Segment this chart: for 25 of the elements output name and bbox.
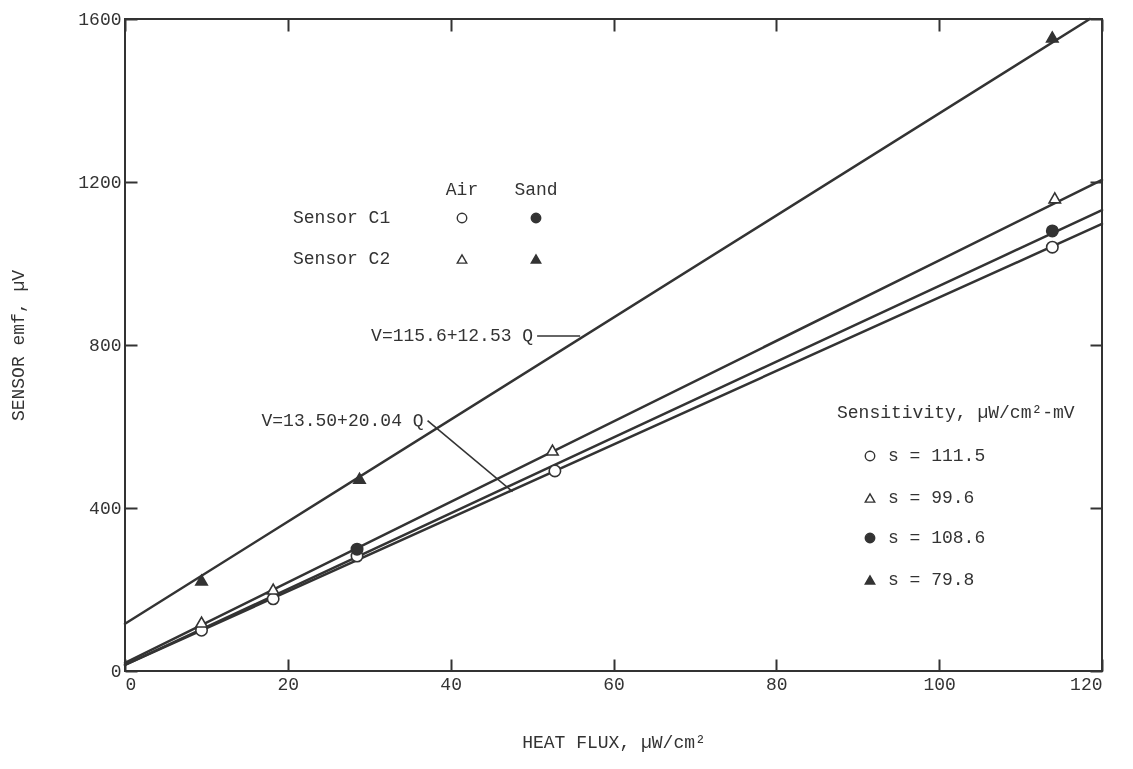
annotation: Sensor C1	[293, 208, 391, 228]
annotation: Sensitivity, µW/cm²-mV	[837, 403, 1075, 423]
annotation: s = 108.6	[888, 528, 986, 548]
x-tick-label: 40	[440, 674, 462, 695]
annotation: s = 111.5	[888, 446, 986, 466]
x-tick-label: 0	[125, 674, 137, 695]
annotation: s = 79.8	[888, 570, 975, 590]
annotation: Air	[445, 180, 479, 200]
x-tick-label: 120	[1070, 674, 1103, 695]
annotation: V=115.6+12.53 Q	[371, 326, 534, 347]
y-tick-label: 800	[89, 335, 122, 356]
x-tick-label: 60	[603, 674, 625, 695]
y-tick-label: 400	[89, 498, 122, 519]
y-tick-label: 0	[110, 661, 122, 682]
annotation: s = 99.6	[888, 488, 975, 508]
x-axis-title: HEAT FLUX, µW/cm²	[522, 732, 706, 753]
x-tick-label: 80	[766, 674, 788, 695]
x-tick-label: 20	[277, 674, 300, 695]
annotation: Sensor C2	[293, 249, 391, 269]
annotation: V=13.50+20.04 Q	[261, 410, 424, 431]
y-tick-label: 1200	[78, 172, 122, 193]
y-tick-label: 1600	[78, 9, 122, 30]
x-tick-label: 100	[923, 674, 956, 695]
annotation: Sand	[514, 180, 558, 200]
y-axis-title: SENSOR emf, µV	[9, 269, 30, 422]
